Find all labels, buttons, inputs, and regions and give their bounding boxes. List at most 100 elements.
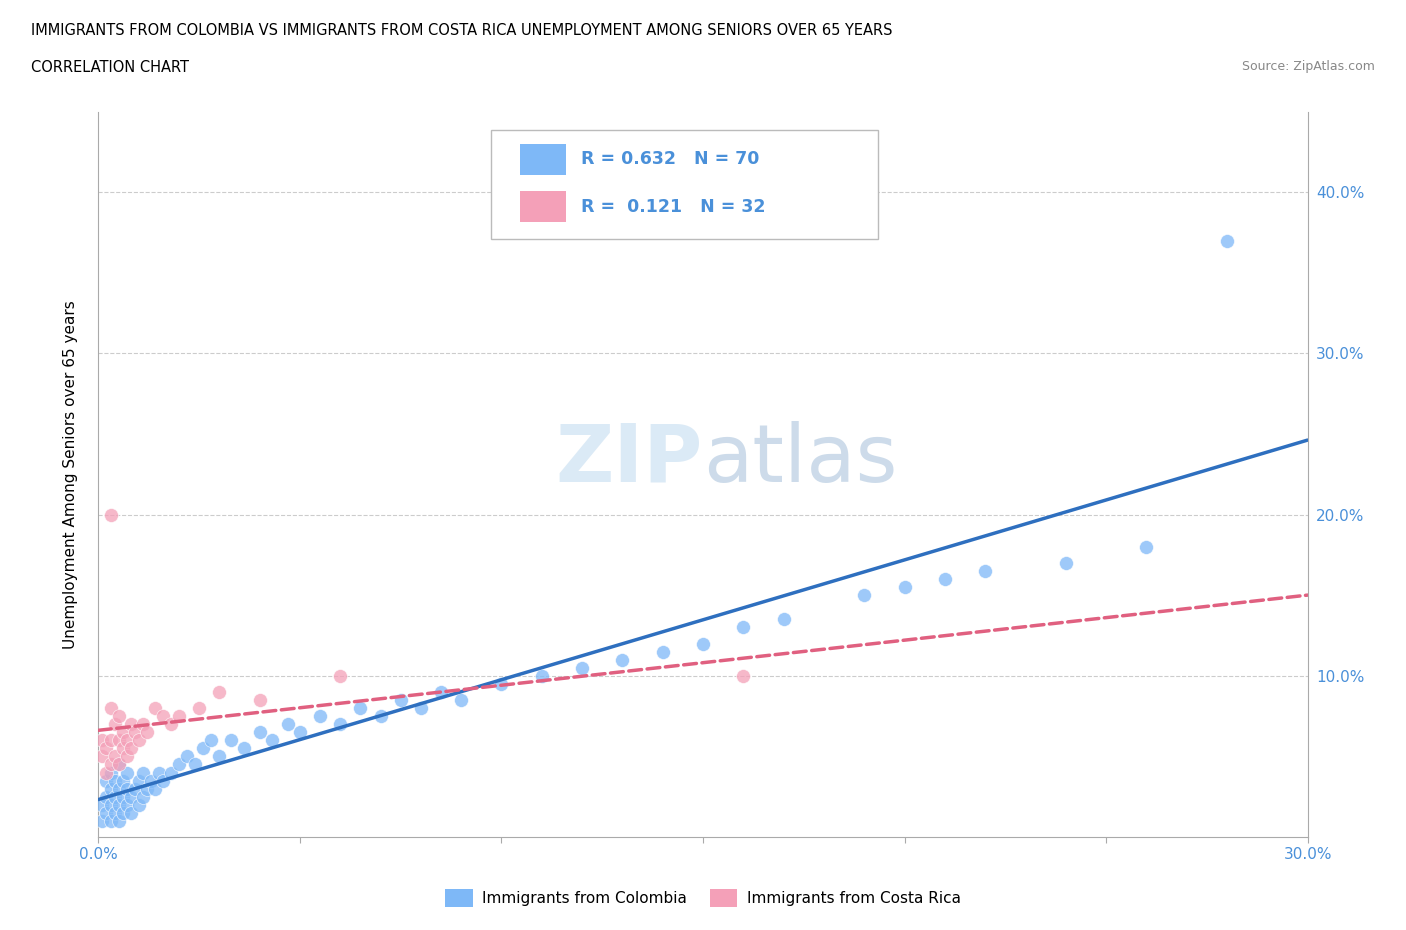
Text: CORRELATION CHART: CORRELATION CHART — [31, 60, 188, 75]
Point — [91, 733, 114, 748]
Point — [120, 741, 142, 756]
Legend: Immigrants from Colombia, Immigrants from Costa Rica: Immigrants from Colombia, Immigrants fro… — [439, 883, 967, 912]
Point — [349, 700, 371, 715]
Text: Source: ZipAtlas.com: Source: ZipAtlas.com — [1241, 60, 1375, 73]
Point — [288, 724, 311, 739]
Point — [733, 620, 755, 635]
Point — [530, 669, 553, 684]
Point — [260, 733, 283, 748]
Point — [115, 765, 138, 780]
Point — [120, 805, 142, 820]
Point — [107, 757, 129, 772]
Point — [115, 733, 138, 748]
Point — [91, 797, 114, 812]
Point — [208, 684, 231, 699]
Point — [100, 700, 122, 715]
Point — [1216, 233, 1239, 248]
Point — [232, 741, 254, 756]
Point — [100, 757, 122, 772]
Point — [103, 717, 125, 732]
Point — [450, 693, 472, 708]
Point — [100, 507, 122, 522]
Point — [184, 757, 207, 772]
Point — [100, 781, 122, 796]
Point — [430, 684, 453, 699]
Point — [91, 814, 114, 829]
Point — [329, 717, 352, 732]
Point — [111, 805, 134, 820]
Point — [100, 765, 122, 780]
Point — [100, 733, 122, 748]
Point — [100, 814, 122, 829]
Point — [612, 652, 634, 667]
Point — [193, 741, 215, 756]
Point — [160, 765, 183, 780]
Point — [329, 669, 352, 684]
Point — [107, 709, 129, 724]
Point — [176, 749, 198, 764]
Text: IMMIGRANTS FROM COLOMBIA VS IMMIGRANTS FROM COSTA RICA UNEMPLOYMENT AMONG SENIOR: IMMIGRANTS FROM COLOMBIA VS IMMIGRANTS F… — [31, 23, 893, 38]
Point — [571, 660, 593, 675]
Point — [107, 797, 129, 812]
Point — [893, 579, 915, 594]
Point — [491, 676, 513, 691]
Point — [135, 781, 157, 796]
Point — [692, 636, 714, 651]
Point — [934, 572, 956, 587]
Point — [167, 757, 190, 772]
Point — [1054, 555, 1077, 570]
Point — [132, 765, 155, 780]
Point — [772, 612, 794, 627]
Point — [111, 724, 134, 739]
Point — [733, 669, 755, 684]
Point — [148, 765, 170, 780]
Point — [103, 773, 125, 788]
Point — [107, 757, 129, 772]
Point — [167, 709, 190, 724]
Point — [221, 733, 243, 748]
Point — [143, 700, 166, 715]
Y-axis label: Unemployment Among Seniors over 65 years: Unemployment Among Seniors over 65 years — [63, 300, 77, 649]
Point — [107, 814, 129, 829]
Point — [188, 700, 211, 715]
Point — [152, 773, 174, 788]
Point — [128, 773, 150, 788]
Point — [208, 749, 231, 764]
Text: ZIP: ZIP — [555, 420, 703, 498]
Point — [96, 741, 118, 756]
Point — [124, 781, 146, 796]
Point — [96, 790, 118, 804]
Point — [370, 709, 392, 724]
FancyBboxPatch shape — [492, 130, 879, 239]
Point — [249, 724, 271, 739]
Point — [103, 805, 125, 820]
Text: R = 0.632   N = 70: R = 0.632 N = 70 — [581, 151, 759, 168]
Point — [120, 717, 142, 732]
Point — [152, 709, 174, 724]
Text: R =  0.121   N = 32: R = 0.121 N = 32 — [581, 198, 765, 216]
Point — [91, 749, 114, 764]
Point — [100, 797, 122, 812]
Point — [111, 773, 134, 788]
FancyBboxPatch shape — [520, 192, 567, 222]
Point — [96, 765, 118, 780]
Point — [115, 797, 138, 812]
Point — [1135, 539, 1157, 554]
Point — [409, 700, 432, 715]
Point — [115, 781, 138, 796]
FancyBboxPatch shape — [520, 144, 567, 175]
Point — [200, 733, 222, 748]
Point — [277, 717, 299, 732]
Point — [249, 693, 271, 708]
Point — [139, 773, 162, 788]
Point — [115, 749, 138, 764]
Point — [103, 790, 125, 804]
Point — [124, 724, 146, 739]
Point — [107, 733, 129, 748]
Point — [974, 564, 997, 578]
Point — [853, 588, 876, 603]
Point — [96, 805, 118, 820]
Point — [132, 717, 155, 732]
Point — [111, 741, 134, 756]
Point — [389, 693, 412, 708]
